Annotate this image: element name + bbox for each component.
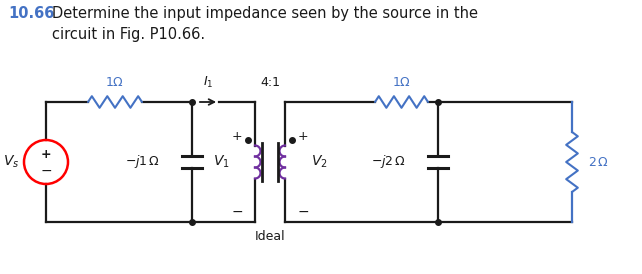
Text: circuit in Fig. P10.66.: circuit in Fig. P10.66.: [52, 27, 205, 42]
Text: $I_1$: $I_1$: [203, 75, 213, 90]
Text: $1\Omega$: $1\Omega$: [392, 76, 411, 89]
Text: 4:1: 4:1: [260, 76, 280, 89]
Text: $-j2\,\Omega$: $-j2\,\Omega$: [371, 153, 406, 170]
Text: $-j1\,\Omega$: $-j1\,\Omega$: [125, 153, 160, 170]
Text: $V_1$: $V_1$: [213, 154, 229, 170]
Text: +: +: [40, 147, 51, 161]
Text: −: −: [297, 205, 309, 219]
Text: 10.66: 10.66: [8, 6, 55, 21]
Text: Determine the input impedance seen by the source in the: Determine the input impedance seen by th…: [52, 6, 478, 21]
Text: $V_s$: $V_s$: [3, 154, 19, 170]
Text: $2\,\Omega$: $2\,\Omega$: [588, 156, 609, 169]
Text: +: +: [298, 130, 308, 143]
Text: −: −: [231, 205, 243, 219]
Text: $V_2$: $V_2$: [311, 154, 327, 170]
Text: Ideal: Ideal: [255, 230, 285, 243]
Text: $1\Omega$: $1\Omega$: [105, 76, 125, 89]
Text: −: −: [40, 164, 52, 178]
Text: +: +: [232, 130, 242, 143]
